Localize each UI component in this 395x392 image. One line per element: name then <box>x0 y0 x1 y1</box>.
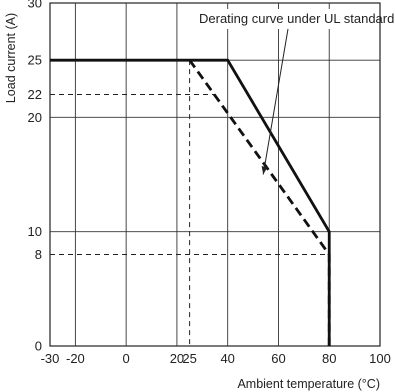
x-tick-label: 0 <box>123 351 130 366</box>
annotation-arrow <box>262 28 289 175</box>
annotation-text: Derating curve under UL standard <box>199 11 394 26</box>
y-tick-labels: 0 8 10 20 22 25 30 <box>28 0 42 354</box>
annotation-box: Derating curve under UL standard <box>195 9 394 29</box>
y-tick-label: 30 <box>28 0 42 11</box>
y-tick-label: 25 <box>28 53 42 68</box>
x-tick-label: 25 <box>182 351 196 366</box>
x-tick-label: -20 <box>66 351 85 366</box>
y-tick-label: 22 <box>28 87 42 102</box>
x-tick-label: 100 <box>369 351 391 366</box>
x-axis-label: Ambient temperature (°C) <box>237 377 380 391</box>
series-lines <box>50 58 331 346</box>
y-tick-label: 20 <box>28 110 42 125</box>
plot-frame <box>49 2 381 347</box>
x-tick-label: 80 <box>322 351 336 366</box>
x-tick-label: 20 <box>170 351 184 366</box>
x-tick-label: -30 <box>41 351 60 366</box>
series-line-0 <box>50 58 331 346</box>
x-tick-label: 60 <box>271 351 285 366</box>
reference-lines <box>50 60 330 346</box>
y-tick-label: 8 <box>35 247 42 262</box>
series-line-1 <box>188 59 331 346</box>
y-tick-label: 10 <box>28 224 42 239</box>
y-tick-label: 0 <box>35 339 42 354</box>
annotation-arrowhead <box>261 166 268 175</box>
x-tick-label: 40 <box>220 351 234 366</box>
y-axis-label: Load current (A) <box>4 13 18 103</box>
